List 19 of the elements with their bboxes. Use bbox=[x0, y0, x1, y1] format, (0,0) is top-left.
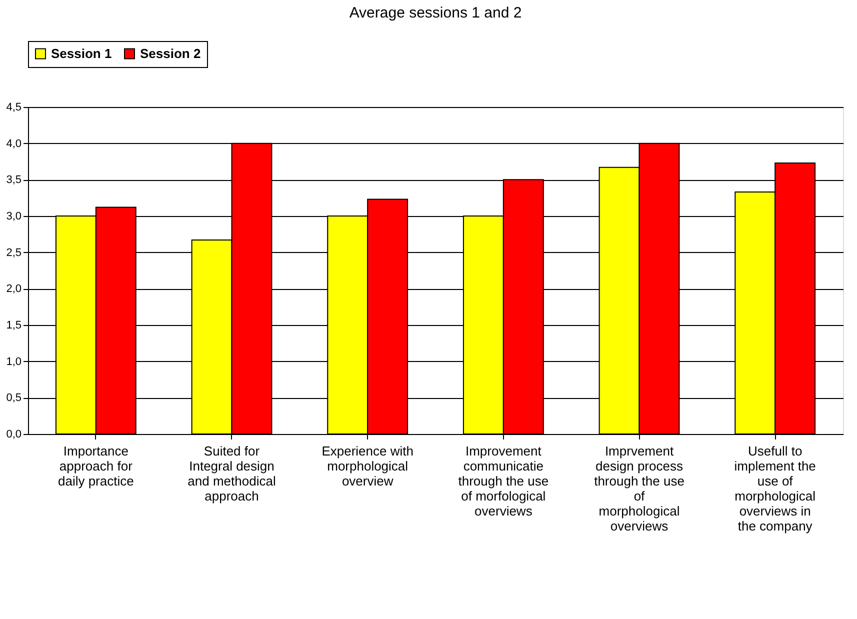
chart-title: Average sessions 1 and 2 bbox=[349, 4, 522, 22]
y-tick-label: 3,0 bbox=[6, 210, 22, 222]
x-tick-label: Experience with morphological overview bbox=[322, 444, 414, 488]
y-tick-label: 0,0 bbox=[6, 428, 22, 440]
y-tick-label: 3,5 bbox=[6, 174, 22, 186]
x-tick-label: Usefull to implement the use of morphological overviews in the company bbox=[734, 444, 816, 534]
x-tick-label: Suited for Integral design and methodical approach bbox=[188, 444, 276, 504]
legend-label: Session 1 bbox=[51, 46, 112, 61]
x-tick-label: Improvement communicatie through the use of morfological overviews bbox=[458, 444, 549, 518]
legend-label: Session 2 bbox=[140, 46, 201, 61]
y-tick-label: 1,0 bbox=[6, 356, 22, 368]
x-tick-label: Imprvement design process through the use of morphological overviews bbox=[594, 444, 684, 534]
x-tick-label: Importance approach for daily practice bbox=[58, 444, 134, 488]
y-tick-label: 0,5 bbox=[6, 392, 22, 404]
y-tick-label: 4,5 bbox=[6, 102, 22, 114]
y-tick-label: 2,5 bbox=[6, 246, 22, 259]
y-tick-label: 4,0 bbox=[6, 138, 22, 150]
y-tick-label: 1,5 bbox=[6, 320, 22, 332]
y-tick-label: 2,0 bbox=[6, 283, 22, 296]
